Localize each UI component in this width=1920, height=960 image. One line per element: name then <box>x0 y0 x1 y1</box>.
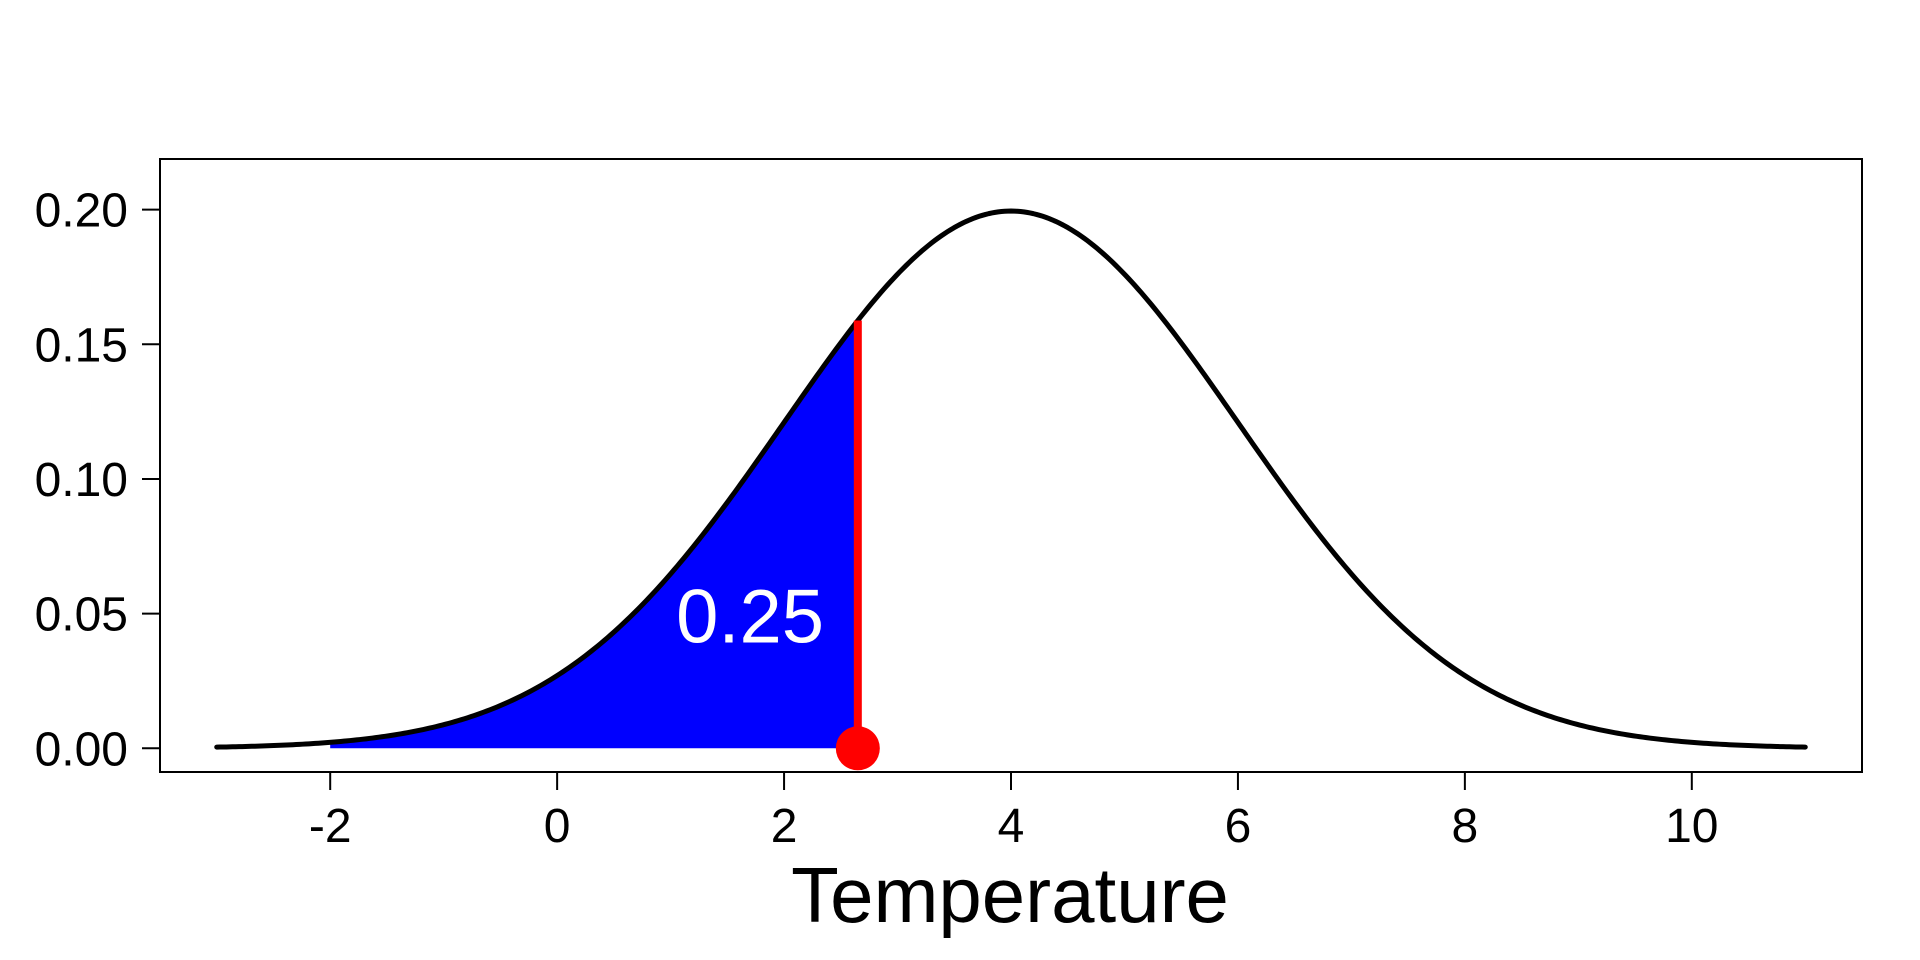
y-tick-label: 0.05 <box>35 589 128 642</box>
x-axis-label: Temperature <box>791 851 1229 939</box>
plot-frame <box>159 158 1863 773</box>
y-tick-label: 0.20 <box>35 185 128 238</box>
x-tick-label: 10 <box>1665 800 1718 853</box>
y-axis: 0.00 0.05 0.10 0.15 0.20 <box>35 185 160 776</box>
x-tick-label: -2 <box>309 800 352 853</box>
cutoff-marker <box>835 726 880 771</box>
y-tick-label: 0.15 <box>35 319 128 372</box>
density-curve <box>214 208 1808 750</box>
x-tick-label: 2 <box>771 800 798 853</box>
x-tick-label: 0 <box>544 800 571 853</box>
area-annotation: 0.25 <box>676 574 824 659</box>
y-tick-label: 0.10 <box>35 454 128 507</box>
x-tick-label: 8 <box>1452 800 1479 853</box>
x-axis: -2 0 2 4 6 8 10 <box>309 772 1718 853</box>
x-tick-label: 4 <box>998 800 1025 853</box>
plot-area: 0.25 <box>214 208 1808 771</box>
x-tick-label: 6 <box>1225 800 1252 853</box>
y-tick-label: 0.00 <box>35 723 128 776</box>
shaded-area <box>330 320 858 749</box>
